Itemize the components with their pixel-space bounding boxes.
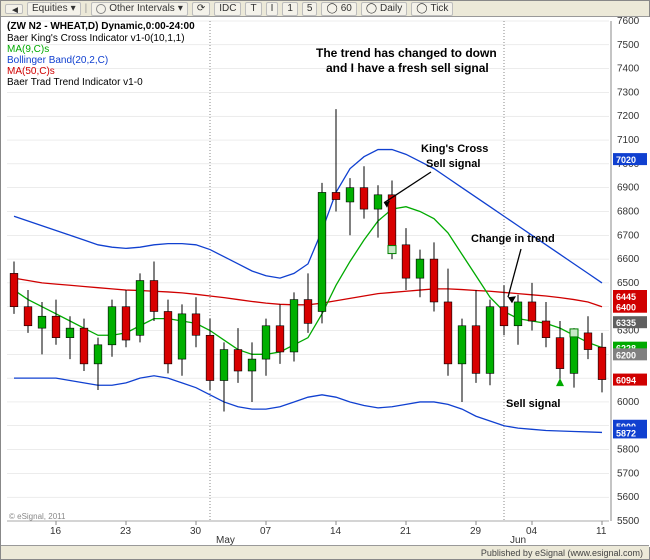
interval-60-button[interactable]: ◯ 60 [321, 2, 356, 16]
svg-text:Bollinger Band(20,2,C): Bollinger Band(20,2,C) [7, 55, 108, 66]
circle-icon: ◯ [326, 3, 337, 15]
svg-text:6335: 6335 [616, 318, 636, 328]
svg-text:29: 29 [470, 526, 482, 537]
svg-text:30: 30 [190, 526, 202, 537]
intervals-dropdown[interactable]: Other Intervals ▾ [91, 2, 188, 16]
svg-text:7400: 7400 [617, 64, 640, 75]
circle-icon: ◯ [416, 3, 427, 15]
toolbar: ◄ Equities ▾ | Other Intervals ▾ ⟳ IDC T… [1, 1, 649, 17]
svg-text:Change in trend: Change in trend [471, 233, 555, 245]
separator: | [85, 3, 88, 14]
svg-text:7500: 7500 [617, 40, 640, 51]
svg-text:6900: 6900 [617, 183, 640, 194]
svg-text:MA(50,C)s: MA(50,C)s [7, 66, 55, 77]
svg-text:6500: 6500 [617, 278, 640, 289]
svg-text:Baer Trad Trend Indicator v1-0: Baer Trad Trend Indicator v1-0 [7, 77, 143, 88]
svg-text:04: 04 [526, 526, 538, 537]
svg-text:King's Cross: King's Cross [421, 143, 488, 155]
chart-area: 5500560057005800590060006100620063006400… [1, 17, 649, 545]
footer: Published by eSignal (www.esignal.com) [1, 545, 649, 559]
equities-label: Equities [32, 3, 68, 15]
app-window: ◄ Equities ▾ | Other Intervals ▾ ⟳ IDC T… [0, 0, 650, 560]
svg-text:(ZW N2 - WHEAT,D) Dynamic,0:0: (ZW N2 - WHEAT,D) Dynamic,0:00-24:00 [7, 21, 195, 32]
svg-text:7200: 7200 [617, 111, 640, 122]
interval-5[interactable]: 5 [302, 2, 318, 16]
svg-text:11: 11 [596, 526, 607, 537]
refresh-button[interactable]: ⟳ [192, 2, 210, 16]
chevron-down-icon: ▾ [178, 3, 183, 15]
svg-text:5600: 5600 [617, 492, 640, 503]
svg-text:6400: 6400 [616, 303, 636, 313]
svg-text:6094: 6094 [616, 376, 636, 386]
idc-button[interactable]: IDC [214, 2, 241, 16]
svg-text:5500: 5500 [617, 516, 640, 527]
svg-text:Sell signal: Sell signal [506, 398, 560, 410]
chart-svg[interactable]: 5500560057005800590060006100620063006400… [1, 17, 650, 547]
footer-text: Published by eSignal (www.esignal.com) [481, 548, 643, 558]
svg-text:5700: 5700 [617, 468, 640, 479]
svg-text:6700: 6700 [617, 230, 640, 241]
svg-text:6800: 6800 [617, 206, 640, 217]
svg-text:7100: 7100 [617, 135, 640, 146]
svg-text:7600: 7600 [617, 17, 640, 27]
svg-text:7020: 7020 [616, 155, 636, 165]
svg-text:6200: 6200 [616, 350, 636, 360]
svg-text:Sell signal: Sell signal [426, 158, 480, 170]
svg-text:6000: 6000 [617, 397, 640, 408]
equities-dropdown[interactable]: Equities ▾ [27, 2, 81, 16]
svg-text:21: 21 [400, 526, 412, 537]
svg-text:23: 23 [120, 526, 132, 537]
circle-icon: ◯ [366, 3, 377, 15]
svg-text:5800: 5800 [617, 445, 640, 456]
nav-back-button[interactable]: ◄ [5, 4, 23, 14]
daily-button[interactable]: ◯ Daily [361, 2, 407, 16]
chevron-left-icon: ◄ [10, 5, 18, 13]
svg-text:6445: 6445 [616, 292, 636, 302]
svg-text:Baer King's Cross Indicator v1: Baer King's Cross Indicator v1-0(10,1,1) [7, 33, 185, 44]
intervals-label: Other Intervals [109, 3, 175, 15]
svg-text:5872: 5872 [616, 428, 636, 438]
chevron-down-icon: ▾ [71, 3, 76, 15]
svg-text:© eSignal, 2011: © eSignal, 2011 [9, 512, 66, 521]
i-button[interactable]: I [266, 2, 279, 16]
interval-1[interactable]: 1 [282, 2, 298, 16]
t-button[interactable]: T [245, 2, 261, 16]
svg-text:16: 16 [50, 526, 62, 537]
svg-text:and I have a fresh sell signal: and I have a fresh sell signal [326, 61, 489, 75]
clock-icon [96, 4, 106, 14]
svg-text:The trend has changed to down: The trend has changed to down [316, 46, 497, 60]
svg-text:7300: 7300 [617, 87, 640, 98]
svg-text:14: 14 [330, 526, 342, 537]
refresh-icon: ⟳ [197, 3, 205, 15]
svg-text:07: 07 [260, 526, 272, 537]
svg-text:6600: 6600 [617, 254, 640, 265]
svg-text:MA(9,C)s: MA(9,C)s [7, 44, 49, 55]
tick-button[interactable]: ◯ Tick [411, 2, 453, 16]
